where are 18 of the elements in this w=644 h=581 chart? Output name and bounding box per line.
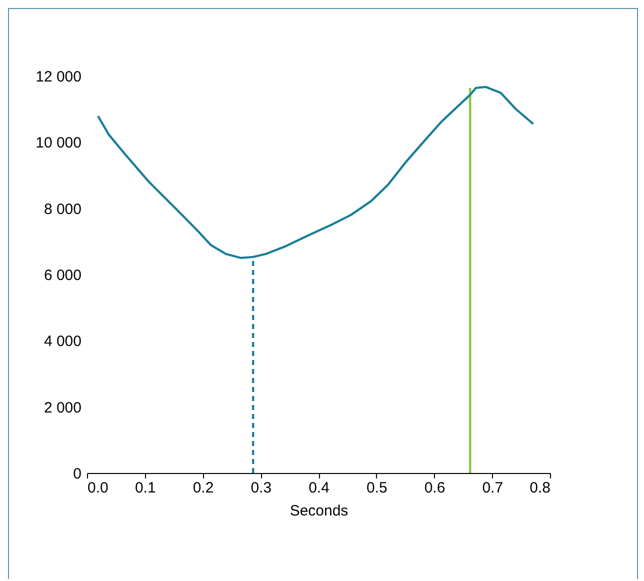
y-tick-label: 0: [73, 466, 82, 482]
y-tick-label: 12 000: [36, 68, 82, 86]
line-series: [96, 86, 534, 260]
y-tick-label: 6 000: [44, 267, 82, 284]
x-tick-label: 0.3: [250, 480, 272, 496]
x-tick-label: 0.7: [482, 480, 504, 496]
x-tick-label: 0.4: [308, 480, 330, 496]
x-tick-label: 0.6: [424, 480, 446, 496]
x-tick-label: 0.5: [366, 480, 388, 496]
x-tick-label: 0.8: [530, 480, 550, 496]
x-tick-label: 0.0: [88, 480, 108, 496]
x-tick-label: 0.1: [134, 480, 156, 496]
x-tick-label: 0.2: [192, 480, 214, 496]
y-tick-label: 4 000: [44, 333, 82, 350]
y-tick-label: 10 000: [36, 134, 82, 152]
x-axis-title: Seconds: [290, 502, 348, 520]
y-tick-label: 2 000: [44, 399, 82, 416]
y-tick-label: 8 000: [44, 200, 82, 218]
